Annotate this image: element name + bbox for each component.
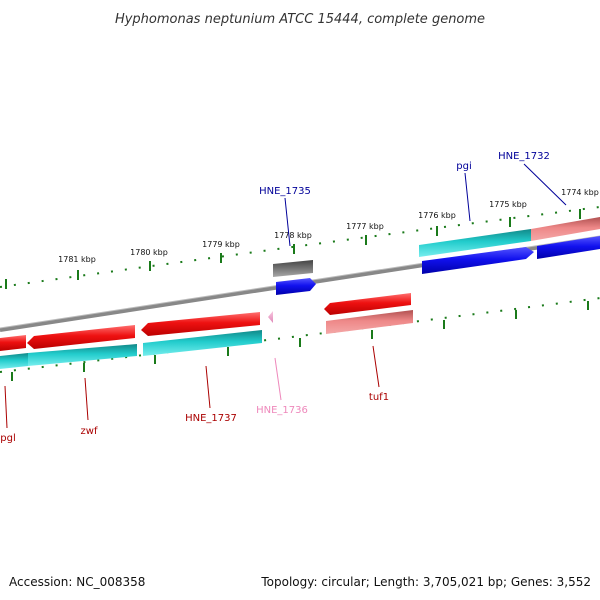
label-hne-1737: HNE_1737 [185, 413, 237, 424]
forward-strand-genes [273, 217, 600, 295]
gene-tuf1[interactable] [324, 293, 411, 315]
gene-zwf-cyan[interactable] [28, 344, 137, 366]
label-hne-1732: HNE_1732 [498, 151, 550, 162]
inner-scale-ring [0, 297, 600, 381]
gene-pgl-cyan[interactable] [0, 353, 28, 369]
gene-pgi[interactable] [422, 247, 534, 274]
label-tuf1: tuf1 [369, 392, 389, 403]
gene-pgl[interactable] [0, 335, 26, 351]
scale-label-1777: 1777 kbp [346, 222, 384, 231]
gene-hne-1732[interactable] [537, 236, 600, 259]
gene-labels: HNE_1732 pgi HNE_1735 tuf1 HNE_1736 HNE_… [0, 151, 550, 444]
gene-hne-1735-gray[interactable] [273, 260, 313, 277]
label-pgi: pgi [456, 161, 471, 172]
label-hne-1735: HNE_1735 [259, 186, 311, 197]
genome-summary-text: Topology: circular; Length: 3,705,021 bp… [260, 575, 591, 589]
gene-tuf1-lightred[interactable] [326, 310, 413, 334]
scale-label-1778: 1778 kbp [274, 231, 312, 240]
label-zwf: zwf [81, 426, 98, 437]
label-pgl: pgl [0, 433, 15, 444]
accession-text: Accession: NC_008358 [9, 575, 145, 589]
gene-pgi-cyan[interactable] [419, 229, 531, 257]
gene-hne-1735[interactable] [276, 278, 316, 295]
gene-zwf[interactable] [27, 325, 135, 349]
map-title: Hyphomonas neptunium ATCC 15444, complet… [115, 12, 485, 27]
gene-hne-1737[interactable] [141, 312, 260, 336]
scale-label-1774: 1774 kbp [561, 188, 599, 197]
label-hne-1736: HNE_1736 [256, 405, 308, 416]
gene-hne-1737-cyan[interactable] [143, 330, 262, 356]
gene-hne-1736[interactable] [268, 311, 273, 323]
scale-label-1779: 1779 kbp [202, 240, 240, 249]
scale-label-1775: 1775 kbp [489, 200, 527, 209]
scale-labels: 1774 kbp 1775 kbp 1776 kbp 1777 kbp 1778… [58, 188, 599, 264]
outer-scale-ring [0, 206, 600, 289]
gene-hne-1732-lightred[interactable] [531, 217, 600, 241]
scale-label-1781: 1781 kbp [58, 255, 96, 264]
label-connectors [4, 163, 567, 429]
scale-label-1776: 1776 kbp [418, 211, 456, 220]
reverse-strand-genes [0, 293, 413, 369]
scale-label-1780: 1780 kbp [130, 248, 168, 257]
